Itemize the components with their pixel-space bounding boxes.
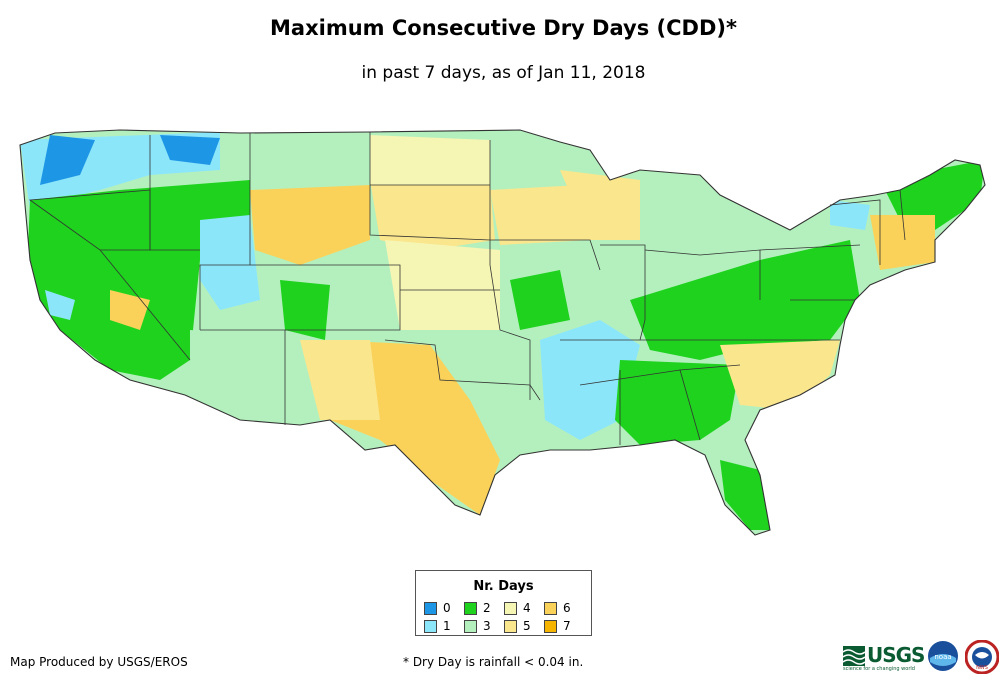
legend-item-0: 0 [424, 601, 464, 615]
legend-items: 0 2 4 6 1 3 5 7 [424, 601, 584, 633]
map-subtitle: in past 7 days, as of Jan 11, 2018 [361, 63, 646, 83]
legend-label: 0 [443, 601, 451, 615]
state-boundaries [19, 129, 986, 536]
region-4-day-ks [385, 240, 500, 330]
region-1-day-ny [830, 200, 870, 230]
region-2-day-fl [720, 460, 770, 530]
noaa-logo-icon: noaa [928, 641, 958, 671]
region-1-day-ca [45, 290, 75, 320]
dry-day-footnote: * Dry Day is rainfall < 0.04 in. [403, 655, 584, 669]
region-5-day-sd [370, 180, 495, 250]
legend-swatch [544, 601, 557, 615]
region-1-day-ut [200, 215, 260, 310]
legend-item-2: 2 [464, 601, 504, 615]
region-6-day-nv [110, 290, 150, 330]
legend-swatch [464, 619, 477, 633]
legend-label: 1 [443, 619, 451, 633]
usgs-tagline: science for a changing world [843, 666, 915, 672]
region-3-day-az [190, 330, 280, 425]
region-0-day-wa [40, 135, 95, 185]
region-2-day-west [28, 180, 250, 380]
region-0-day-mt [160, 135, 220, 165]
legend-swatch [504, 601, 517, 615]
agency-logos: USGS science for a changing world noaa N… [843, 640, 1003, 680]
legend-swatch [424, 601, 437, 615]
cdd-color-regions [20, 130, 985, 535]
legend: Nr. Days 0 2 4 6 1 3 5 7 [415, 570, 592, 636]
region-4-day-nd [370, 135, 490, 185]
legend-label: 4 [523, 601, 531, 615]
region-6-day-ma [870, 215, 935, 270]
region-5-day-wi [560, 170, 640, 240]
region-2-day-co [280, 280, 330, 340]
legend-item-7: 7 [544, 619, 584, 633]
region-6-day-wy [250, 185, 370, 265]
usgs-wave-icon [843, 646, 865, 666]
legend-item-4: 4 [504, 601, 544, 615]
legend-label: 5 [523, 619, 531, 633]
legend-label: 6 [563, 601, 571, 615]
legend-swatch [464, 601, 477, 615]
legend-label: 3 [483, 619, 491, 633]
legend-item-6: 6 [544, 601, 584, 615]
legend-title: Nr. Days [473, 579, 534, 594]
region-5-day-ia [490, 185, 590, 245]
region-2-day-appalachia [630, 240, 860, 360]
legend-label: 2 [483, 601, 491, 615]
legend-label: 7 [563, 619, 571, 633]
region-2-day-mo [510, 270, 570, 330]
legend-item-3: 3 [464, 619, 504, 633]
legend-swatch [544, 619, 557, 633]
legend-swatch [504, 619, 517, 633]
map-title: Maximum Consecutive Dry Days (CDD)* [270, 16, 737, 40]
legend-swatch [424, 619, 437, 633]
nws-logo-icon: NWS [965, 640, 999, 674]
region-2-day-southeast [615, 360, 740, 445]
us-cdd-map [19, 129, 986, 536]
usgs-logo: USGS [867, 643, 925, 667]
region-3-day-il [590, 250, 640, 330]
noaa-logo-text: noaa [934, 653, 951, 661]
map-credit: Map Produced by USGS/EROS [10, 655, 188, 669]
legend-item-5: 5 [504, 619, 544, 633]
region-1-day-ms-valley [540, 320, 640, 440]
legend-item-1: 1 [424, 619, 464, 633]
region-5-day-nm [300, 340, 380, 420]
nws-logo-text: NWS [976, 665, 988, 671]
